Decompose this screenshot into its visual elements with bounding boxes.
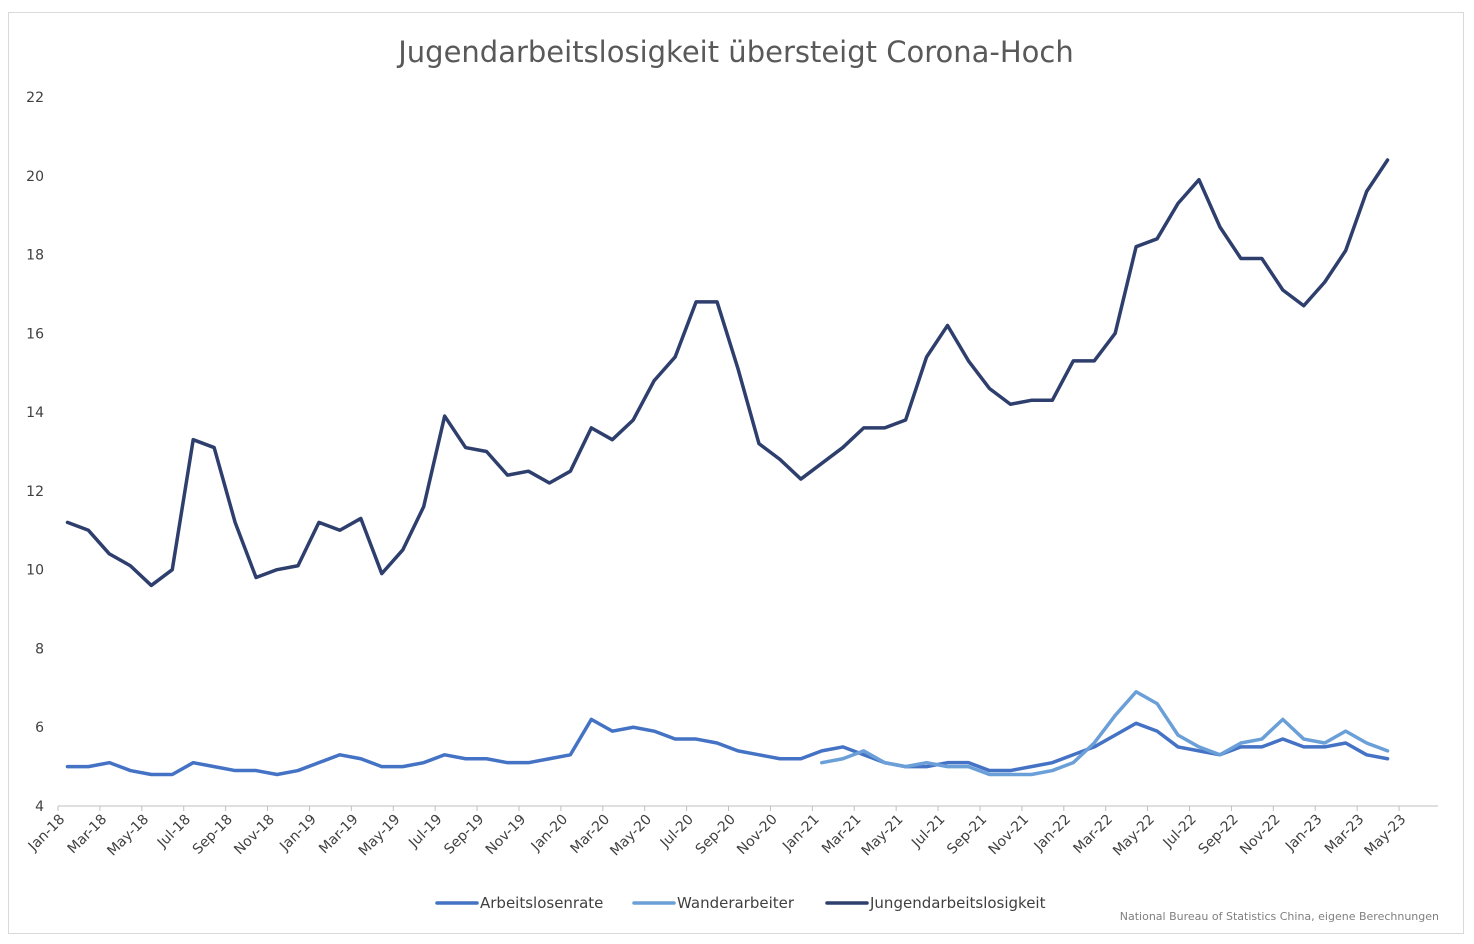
series-line-arbeitslosenrate: [65, 717, 1390, 777]
y-tick-label: 16: [26, 326, 44, 342]
x-tick-label: Jan-23: [1282, 812, 1325, 855]
x-tick-label: May-22: [1110, 812, 1158, 860]
source-note: National Bureau of Statistics China, eig…: [1120, 910, 1439, 923]
x-tick-label: Jan-19: [276, 812, 319, 855]
x-tick-label: Nov-18: [231, 812, 278, 859]
chart-title: Jugendarbeitslosigkeit übersteigt Corona…: [396, 35, 1074, 69]
x-tick-label: May-19: [356, 812, 404, 860]
y-axis-ticks: 4 6 8 10 12 14 16 18 20 22: [26, 90, 44, 815]
x-tick-label: Sep-20: [693, 812, 739, 858]
x-tick-label: Jul-21: [908, 812, 948, 852]
x-tick-label: Jul-19: [405, 812, 445, 852]
x-tick-label: Jan-20: [528, 812, 571, 855]
y-tick-label: 6: [35, 720, 44, 736]
x-tick-label: Mar-18: [65, 812, 111, 858]
legend-label: Arbeitslosenrate: [480, 894, 603, 912]
x-tick-label: Nov-19: [483, 812, 530, 859]
x-tick-label: Jan-22: [1031, 812, 1074, 855]
y-tick-label: 4: [35, 799, 44, 815]
x-tick-label: Mar-22: [1070, 812, 1116, 858]
x-tick-label: Jul-22: [1160, 812, 1200, 852]
x-tick-label: Mar-23: [1322, 812, 1368, 858]
x-tick-label: Sep-21: [944, 812, 990, 858]
x-tick-label: Nov-20: [734, 812, 781, 859]
series-line-wanderarbeiter: [820, 690, 1390, 777]
x-tick-label: Jan-18: [25, 812, 68, 855]
y-tick-label: 20: [26, 169, 44, 185]
x-tick-label: May-21: [859, 812, 907, 860]
y-tick-label: 10: [26, 563, 44, 579]
y-tick-label: 18: [26, 248, 44, 264]
series-lines: [65, 158, 1390, 777]
x-tick-label: May-18: [104, 812, 152, 860]
series-line-jungendarbeitslosigkeit: [65, 158, 1390, 588]
x-tick-label: Nov-22: [1237, 812, 1284, 859]
x-tick-label: Sep-19: [441, 812, 487, 858]
x-tick-label: Jul-18: [154, 812, 194, 852]
x-tick-label: Jul-20: [657, 812, 697, 852]
x-tick-label: Sep-22: [1196, 812, 1242, 858]
legend-label: Jungendarbeitslosigkeit: [869, 894, 1046, 912]
x-tick-label: May-23: [1362, 812, 1410, 860]
chart-frame: [8, 12, 1464, 934]
y-tick-label: 22: [26, 90, 44, 106]
legend: Arbeitslosenrate Wanderarbeiter Jungendarb…: [435, 894, 1046, 912]
y-tick-label: 14: [26, 405, 44, 421]
x-tick-label: Nov-21: [986, 812, 1033, 859]
x-tick-label: May-20: [607, 812, 655, 860]
legend-label: Wanderarbeiter: [677, 894, 795, 912]
x-tick-label: Mar-19: [316, 812, 362, 858]
x-tick-label: Mar-20: [568, 812, 614, 858]
x-tick-label: Sep-18: [190, 812, 236, 858]
x-tick-label: Jan-21: [779, 812, 822, 855]
y-tick-label: 8: [35, 641, 44, 657]
x-tick-label: Mar-21: [819, 812, 865, 858]
y-tick-label: 12: [26, 484, 44, 500]
